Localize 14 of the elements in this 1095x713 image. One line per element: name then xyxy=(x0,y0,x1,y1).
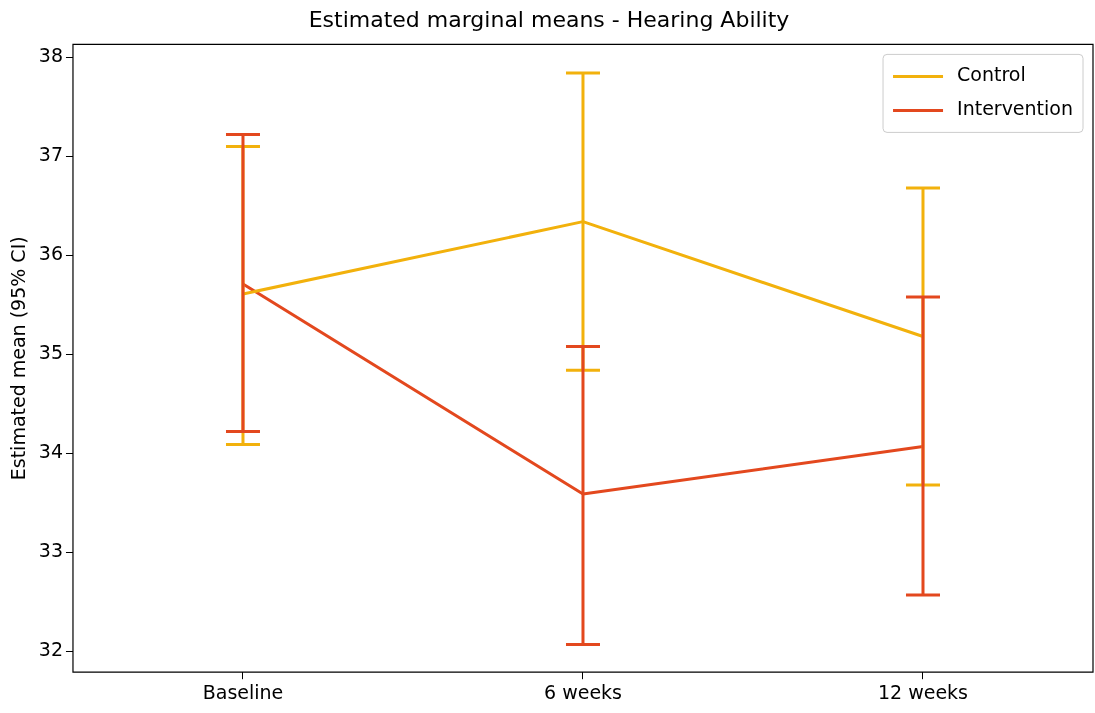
y-tick-label: 38 xyxy=(38,44,63,67)
x-tick-label: Baseline xyxy=(202,680,284,703)
legend-label: Control xyxy=(957,63,1026,86)
y-tick-label: 37 xyxy=(38,143,63,166)
chart-title: Estimated marginal means - Hearing Ability xyxy=(308,6,790,32)
x-tick-label: 12 weeks xyxy=(877,680,969,703)
y-tick-label: 34 xyxy=(38,440,63,463)
x-tick-label: 6 weeks xyxy=(544,680,622,703)
y-tick-label: 35 xyxy=(38,341,63,364)
y-tick-label: 36 xyxy=(38,242,63,265)
legend-label: Intervention xyxy=(957,97,1073,120)
y-tick-label: 33 xyxy=(38,539,63,562)
y-axis-title: Estimated mean (95% CI) xyxy=(7,236,30,481)
y-tick-label: 32 xyxy=(38,638,63,661)
